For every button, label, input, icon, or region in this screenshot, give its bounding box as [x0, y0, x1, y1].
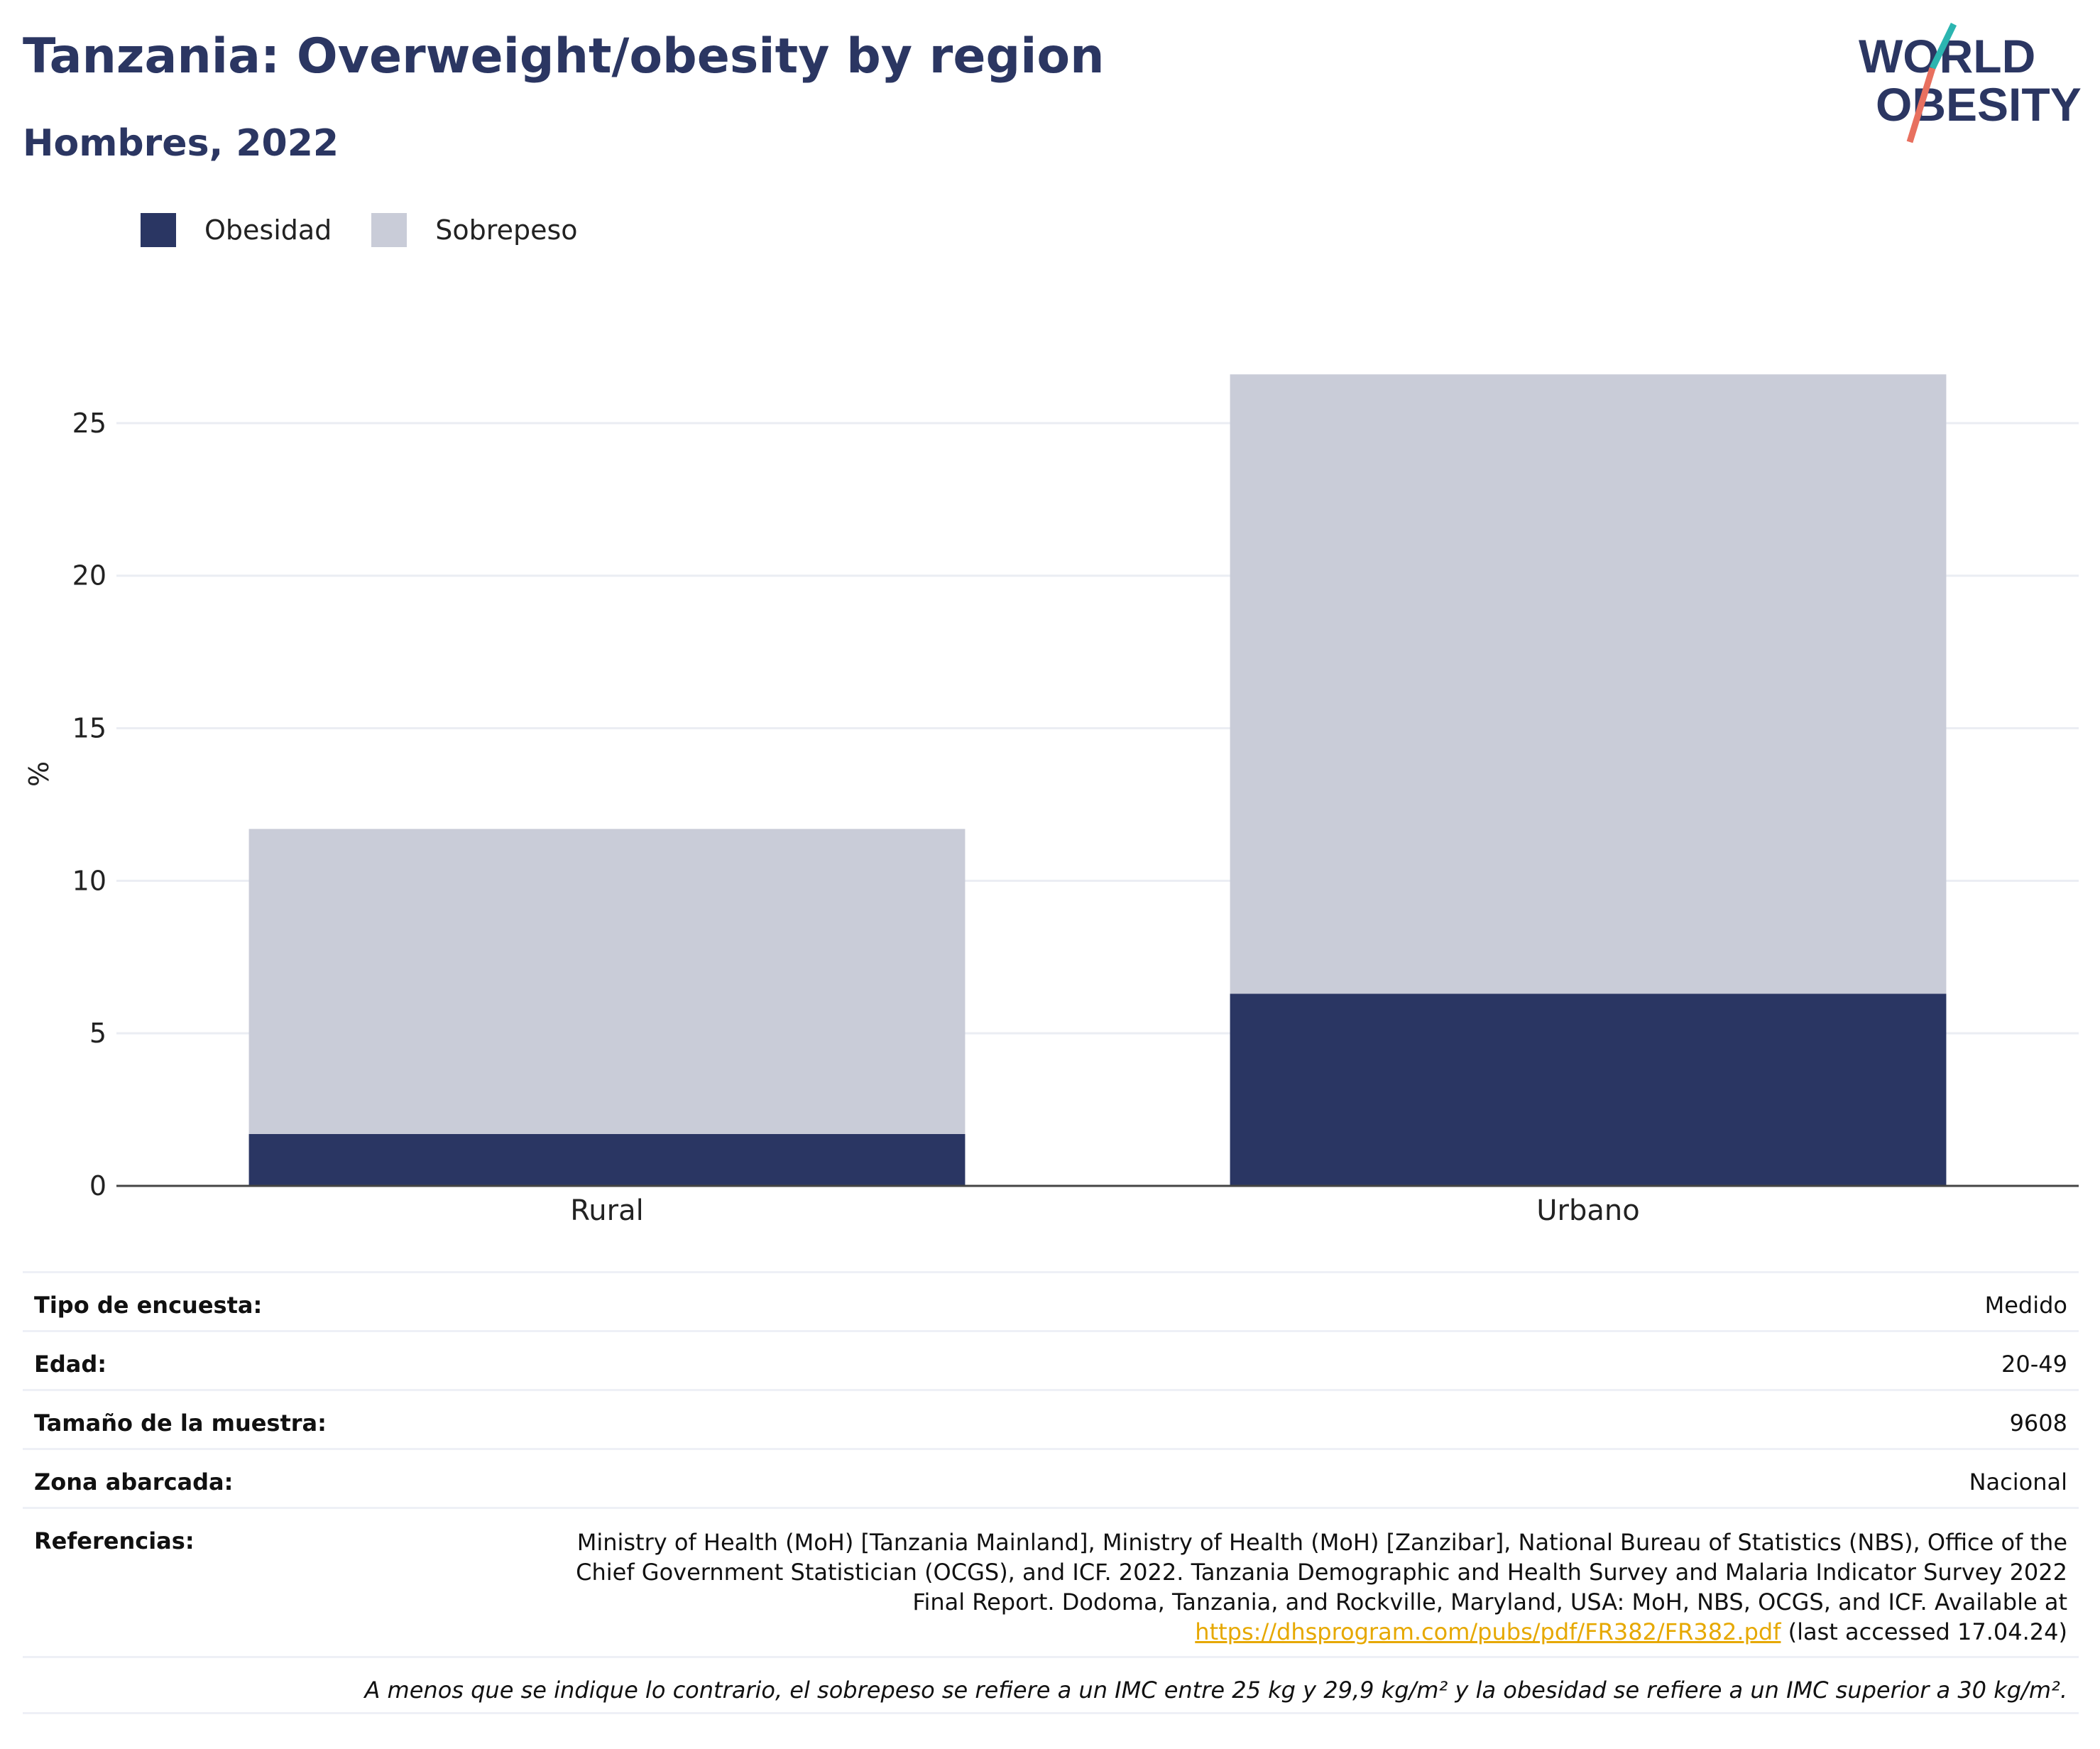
survey-type-label: Tipo de encuesta: — [34, 1292, 263, 1319]
references-label: Referencias: — [34, 1527, 195, 1554]
legend-swatch-obesity — [141, 213, 176, 247]
references-link[interactable]: https://dhsprogram.com/pubs/pdf/FR382/FR… — [1195, 1618, 1781, 1645]
x-tick-label-rural: Rural — [570, 1194, 643, 1227]
y-tick-label-20: 20 — [72, 560, 106, 592]
sample-label: Tamaño de la muestra: — [34, 1410, 327, 1437]
bar-urbano-obesidad — [1230, 993, 1947, 1186]
logo-line-2: OBESITY — [1876, 78, 2082, 131]
area-value: Nacional — [1969, 1469, 2067, 1495]
bar-rural-sobrepeso — [248, 829, 966, 1134]
definition-note: A menos que se indique lo contrario, el … — [364, 1677, 2067, 1704]
logo-slash-teal — [1929, 23, 1957, 70]
references-value: Ministry of Health (MoH) [Tanzania Mainl… — [520, 1527, 2067, 1647]
sample-value: 9608 — [2009, 1410, 2067, 1437]
info-row-note: A menos que se indique lo contrario, el … — [23, 1656, 2079, 1714]
bars — [248, 374, 1947, 1186]
age-label: Edad: — [34, 1351, 107, 1378]
y-tick-label-5: 5 — [89, 1018, 106, 1049]
info-row-survey-type: Tipo de encuesta: Medido — [23, 1271, 2079, 1330]
chart-title: Tanzania: Overweight/obesity by region — [23, 28, 1105, 85]
legend-item-overweight: Sobrepeso — [371, 213, 578, 247]
info-row-area: Zona abarcada: Nacional — [23, 1448, 2079, 1507]
legend-swatch-overweight — [371, 213, 408, 247]
y-axis-label: % — [23, 761, 55, 787]
bar-urbano-sobrepeso — [1230, 374, 1947, 994]
info-table: Tipo de encuesta: Medido Edad: 20-49 Tam… — [23, 1271, 2079, 1714]
y-tick-label-25: 25 — [72, 408, 106, 439]
references-text: Ministry of Health (MoH) [Tanzania Mainl… — [576, 1529, 2067, 1615]
info-row-references: Referencias: Ministry of Health (MoH) [T… — [23, 1507, 2079, 1656]
bar-chart: 0 5 10 15 20 25 Rural Urbano % — [23, 374, 2079, 1227]
area-label: Zona abarcada: — [34, 1469, 234, 1495]
world-obesity-logo: WORLD OBESITY — [1859, 23, 2082, 143]
y-tick-label-15: 15 — [72, 713, 106, 744]
y-tick-label-0: 0 — [89, 1170, 106, 1202]
logo-slash-coral — [1906, 67, 1936, 143]
x-tick-label-urbano: Urbano — [1536, 1194, 1639, 1227]
info-row-age: Edad: 20-49 — [23, 1330, 2079, 1389]
chart-subtitle: Hombres, 2022 — [23, 122, 339, 165]
legend-item-obesity: Obesidad — [141, 213, 332, 247]
info-row-sample: Tamaño de la muestra: 9608 — [23, 1389, 2079, 1448]
survey-type-value: Medido — [1984, 1292, 2067, 1319]
bar-rural-obesidad — [248, 1133, 966, 1186]
axes: 0 5 10 15 20 25 Rural Urbano — [72, 408, 2079, 1227]
y-tick-label-10: 10 — [72, 865, 106, 896]
legend: Obesidad Sobrepeso — [141, 210, 618, 250]
legend-label-obesity: Obesidad — [204, 214, 332, 246]
references-suffix: (last accessed 17.04.24) — [1781, 1618, 2067, 1645]
age-value: 20-49 — [2001, 1351, 2067, 1378]
legend-label-overweight: Sobrepeso — [435, 214, 578, 246]
